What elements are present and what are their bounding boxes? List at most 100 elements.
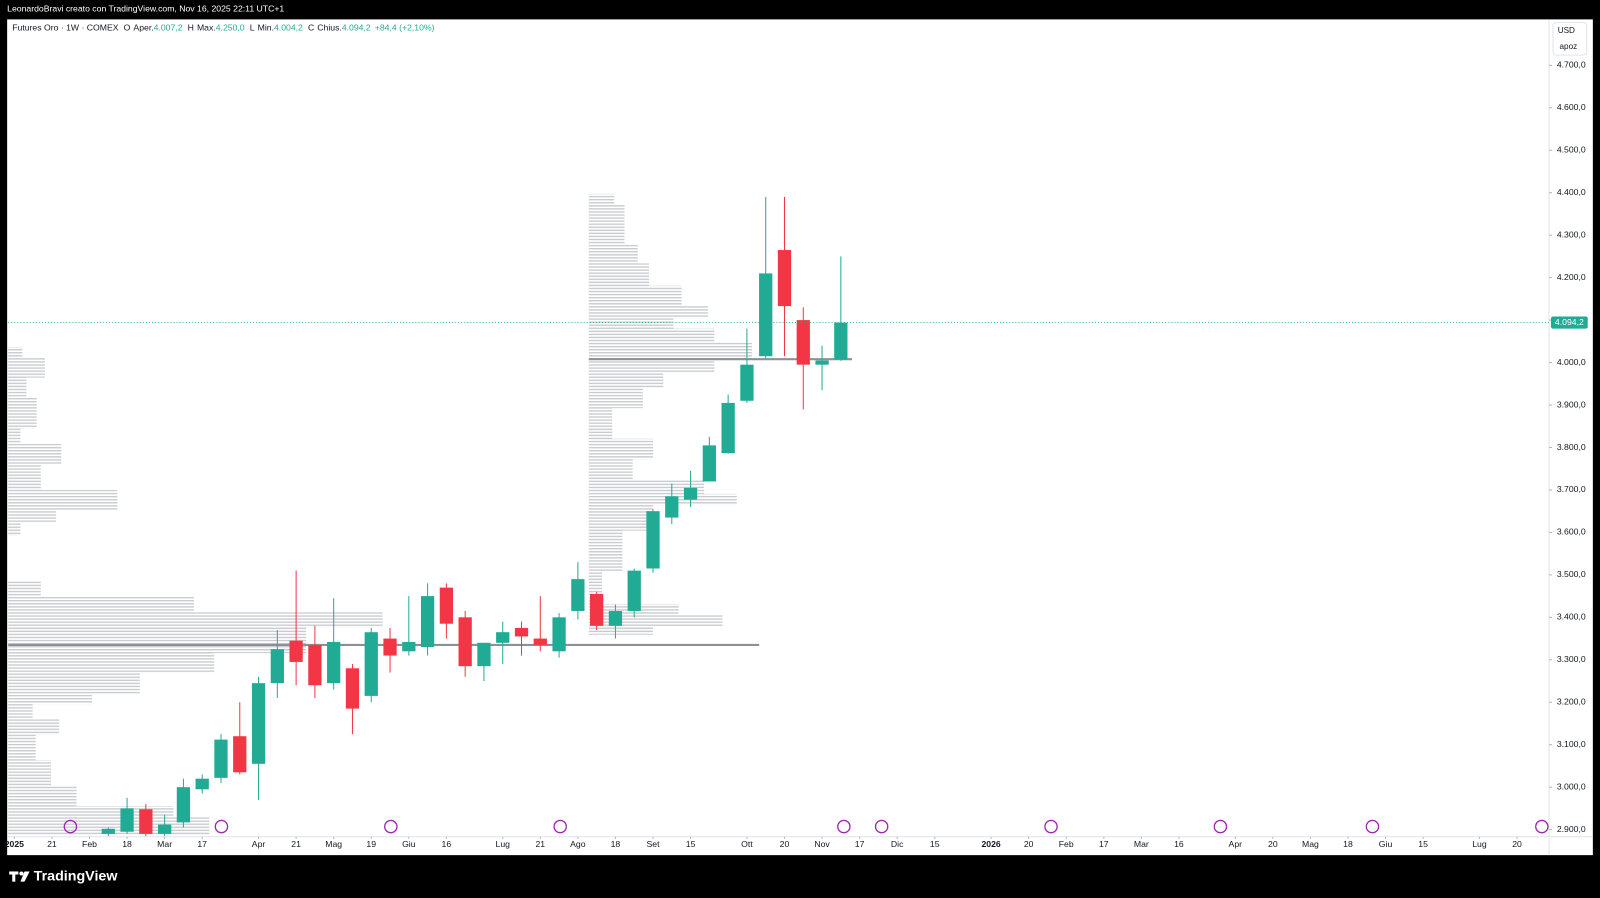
x-tick-label: Lug: [496, 839, 511, 849]
x-tick-label: Nov: [814, 839, 830, 849]
y-tick-label: 3.100,0: [1557, 739, 1586, 749]
x-tick-label: Feb: [1059, 839, 1074, 849]
candle-body: [402, 641, 416, 652]
candle-body: [627, 570, 641, 611]
event-icons[interactable]: [63, 819, 1549, 834]
candle-body: [590, 593, 604, 626]
candle-body: [383, 638, 397, 656]
logo: [9, 871, 30, 882]
candle-body: [420, 596, 435, 648]
candle-body: [815, 360, 829, 365]
candle-body: [327, 641, 341, 684]
change: +84,4 (+2,10%): [375, 23, 435, 33]
candle-body: [533, 638, 547, 645]
candle-body: [233, 736, 247, 773]
candle-body: [308, 644, 322, 686]
legend-name: Max.: [197, 23, 216, 33]
candle-body: [646, 511, 660, 569]
x-tick-label: Feb: [82, 839, 97, 849]
legend-name: Aper.: [133, 23, 153, 33]
candle-body: [496, 632, 510, 643]
candle-body: [514, 627, 529, 637]
legend-value: 4.250,0: [216, 23, 245, 33]
price-label: 4.094,2: [1555, 317, 1584, 327]
x-tick-label: 2025: [5, 839, 24, 849]
x-tick-label: 20: [1268, 839, 1278, 849]
x-tick-label: 2026: [981, 839, 1000, 849]
candle-body: [195, 778, 209, 790]
candle-body: [702, 445, 716, 482]
y-tick-label: 3.700,0: [1557, 484, 1586, 494]
candle-body: [214, 739, 228, 778]
y-tick-label: 4.000,0: [1557, 357, 1586, 367]
candle-body: [458, 617, 472, 667]
y-tick-label: 3.800,0: [1557, 442, 1586, 452]
x-tick-label: Ago: [570, 839, 586, 849]
y-tick-label: 4.700,0: [1557, 60, 1586, 70]
candle-body: [740, 364, 754, 401]
volume-profile: [8, 346, 383, 835]
x-tick-label: 20: [780, 839, 790, 849]
candle-body: [665, 496, 679, 518]
x-tick-label: 19: [366, 839, 376, 849]
legend-key: O: [124, 23, 131, 33]
candle-body: [439, 587, 454, 624]
candle-body: [571, 579, 585, 611]
y-tick-label: 3.200,0: [1557, 697, 1586, 707]
x-tick-label: Mag: [325, 839, 342, 849]
x-tick-label: 17: [855, 839, 865, 849]
y-tick-label: 4.200,0: [1557, 272, 1586, 282]
candle-body: [796, 320, 810, 365]
x-tick-label: 18: [122, 839, 132, 849]
x-tick-label: Set: [647, 839, 661, 849]
y-tick-label: 4.500,0: [1557, 145, 1586, 155]
currency: USD: [1558, 26, 1575, 35]
candle-body: [759, 273, 773, 357]
candle-body: [270, 649, 284, 684]
legend-key: H: [188, 23, 194, 33]
candle-body: [289, 640, 303, 662]
x-tick-label: 17: [197, 839, 207, 849]
plot: [101, 196, 848, 837]
x-tick-label: 18: [611, 839, 621, 849]
candle-body: [101, 828, 115, 834]
x-tick-label: Apr: [1229, 839, 1243, 849]
x-tick-label: 21: [535, 839, 545, 849]
candle-body: [721, 402, 735, 454]
x-tick-label: Ott: [741, 839, 753, 849]
x-tick-label: 15: [686, 839, 696, 849]
x-tick-label: 16: [1174, 839, 1184, 849]
y-tick-label: 4.400,0: [1557, 187, 1586, 197]
candle-body: [834, 322, 848, 360]
chart-area: [7, 19, 1593, 856]
currency-box[interactable]: [1552, 21, 1588, 56]
price-label-box: [1551, 316, 1588, 329]
x-tick-label: 18: [1343, 839, 1353, 849]
y-tick-label: 3.300,0: [1557, 654, 1586, 664]
x-tick-label: Mag: [1302, 839, 1319, 849]
legend-name: Chius.: [317, 23, 342, 33]
x-tick-label: Mar: [157, 839, 172, 849]
candle-body: [345, 668, 360, 709]
x-tick-label: Lug: [1472, 839, 1487, 849]
scale-mode: apoz: [1560, 42, 1578, 51]
candle-body: [251, 683, 266, 764]
x-tick-label: 15: [1418, 839, 1428, 849]
candle-body: [120, 808, 134, 832]
legend-key: C: [308, 23, 314, 33]
y-tick-label: 3.000,0: [1557, 781, 1586, 791]
candle-body: [364, 632, 378, 696]
legend-items: O Aper.4.007,2 H Max.4.250,0 L Min.4.004,2 C Ch…: [124, 23, 371, 33]
candle-body: [777, 250, 792, 307]
y-tick-label: 4.600,0: [1557, 102, 1586, 112]
legend-value: 4.007,2: [154, 23, 183, 33]
candle-body: [683, 487, 698, 500]
y-tick-label: 3.400,0: [1557, 612, 1586, 622]
legend-value: 4.004,2: [274, 23, 303, 33]
x-tick-label: Apr: [252, 839, 266, 849]
brand: TradingView: [34, 868, 119, 884]
x-tick-label: 20: [1024, 839, 1034, 849]
symbol: Futures Oro · 1W · COMEX: [12, 23, 119, 33]
